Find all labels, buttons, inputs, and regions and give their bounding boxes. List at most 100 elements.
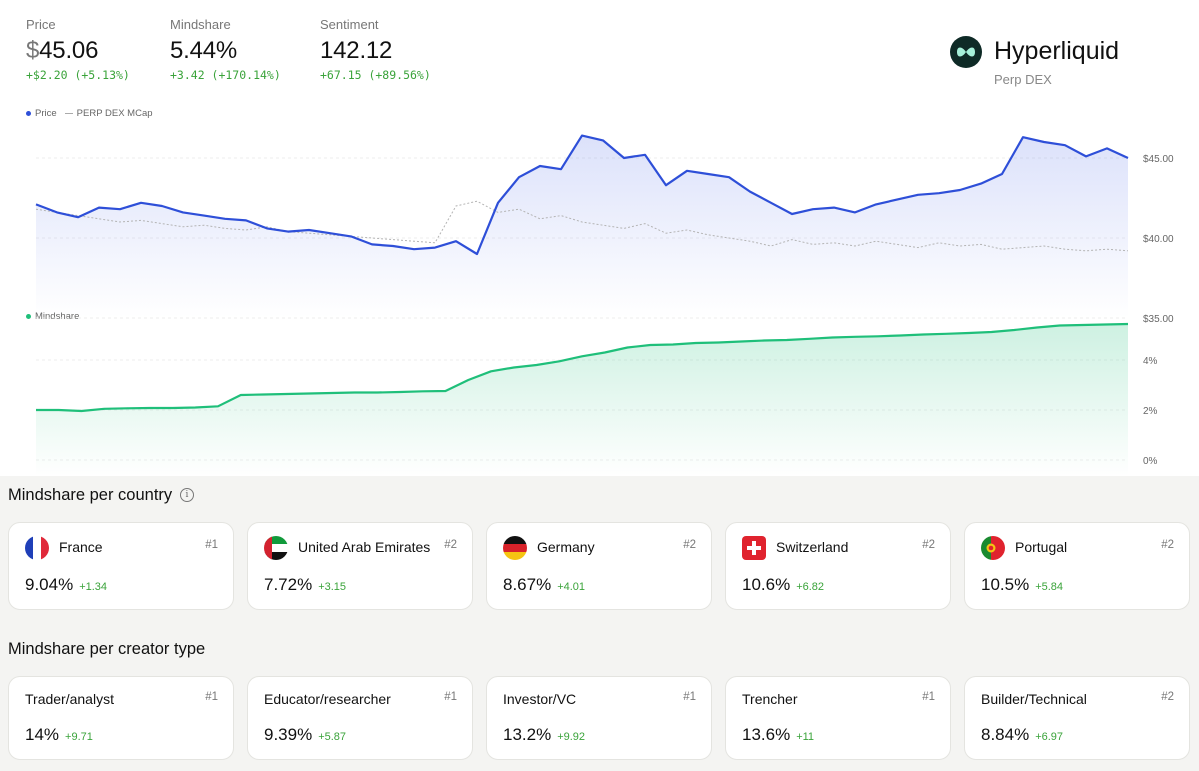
country-card[interactable]: Switzerland #2 10.6% +6.82	[725, 522, 951, 610]
uae-flag-icon	[264, 536, 288, 560]
france-flag-icon	[25, 536, 49, 560]
sentiment-stat: Sentiment 142.12 +67.15 (+89.56%)	[320, 17, 431, 82]
creator-rank: #2	[1161, 691, 1174, 703]
country-section-title: Mindshare per country	[8, 486, 173, 504]
creator-card[interactable]: Trencher #1 13.6% +11	[725, 676, 951, 760]
mindshare-series-line	[36, 322, 1129, 413]
country-rank: #2	[444, 539, 457, 551]
creator-card[interactable]: Investor/VC #1 13.2% +9.92	[486, 676, 712, 760]
charts-canvas: $45.00 $40.00 $35.00 4% 2% 0%	[35, 134, 1174, 476]
country-rank: #2	[922, 539, 935, 551]
country-mindshare: 9.04% +1.34	[25, 575, 107, 595]
mcap-legend-label: PERP DEX MCap	[76, 108, 153, 119]
mindshare-change: +3.42 (+170.14%)	[170, 68, 281, 82]
price-area-fill	[36, 135, 1128, 318]
creator-mindshare: 13.2% +9.92	[503, 725, 585, 745]
mindshare-axis-tick: 4%	[1143, 356, 1158, 367]
country-name: United Arab Emirates	[298, 539, 431, 555]
country-value: 10.6%	[742, 575, 791, 594]
country-delta: +6.82	[796, 581, 825, 593]
mindshare-stat: Mindshare 5.44% +3.42 (+170.14%)	[170, 17, 281, 82]
creator-section-title: Mindshare per creator type	[8, 640, 206, 658]
creator-type: Trencher	[742, 691, 798, 707]
country-card[interactable]: Portugal #2 10.5% +5.84	[964, 522, 1190, 610]
sentiment-change: +67.15 (+89.56%)	[320, 68, 431, 82]
mcap-legend-dash	[64, 113, 73, 114]
creator-delta: +5.87	[318, 731, 347, 743]
creator-delta: +6.97	[1035, 731, 1064, 743]
creator-type: Investor/VC	[503, 691, 577, 707]
country-mindshare: 7.72% +3.15	[264, 575, 346, 595]
country-rank: #1	[205, 539, 218, 551]
creator-value: 9.39%	[264, 725, 313, 744]
hyperliquid-logo-icon	[950, 36, 982, 68]
creator-type: Educator/researcher	[264, 691, 391, 707]
creator-rank: #1	[922, 691, 935, 703]
mcap-series-line	[35, 200, 1129, 252]
price-chart-legend: Price PERP DEX MCap	[26, 108, 153, 119]
mindshare-axis-tick: 2%	[1143, 406, 1158, 417]
country-delta: +4.01	[557, 581, 586, 593]
price-stat: Price $45.06 +$2.20 (+5.13%)	[26, 17, 130, 82]
y-axis-ticks: $45.00 $40.00 $35.00 4% 2% 0%	[1143, 154, 1174, 467]
creator-value: 13.2%	[503, 725, 552, 744]
country-rank: #2	[683, 539, 696, 551]
country-value: 9.04%	[25, 575, 74, 594]
price-legend-dot	[26, 111, 31, 116]
country-card[interactable]: United Arab Emirates #2 7.72% +3.15	[247, 522, 473, 610]
creator-mindshare: 9.39% +5.87	[264, 725, 346, 745]
overview-panel: Price $45.06 +$2.20 (+5.13%) Mindshare 5…	[26, 17, 1175, 476]
germany-flag-icon	[503, 536, 527, 560]
price-number: 45.06	[39, 37, 99, 64]
mindshare-value: 5.44%	[170, 37, 238, 64]
switzerland-flag-icon	[742, 536, 766, 560]
creator-delta: +9.92	[557, 731, 586, 743]
country-delta: +5.84	[1035, 581, 1064, 593]
currency-symbol: $	[26, 37, 40, 64]
creator-type: Trader/analyst	[25, 691, 114, 707]
price-axis-tick: $45.00	[1143, 154, 1174, 165]
country-delta: +3.15	[318, 581, 347, 593]
country-value: 7.72%	[264, 575, 313, 594]
creator-mindshare: 14% +9.71	[25, 725, 93, 745]
price-value: $45.06	[26, 37, 130, 65]
creator-value: 8.84%	[981, 725, 1030, 744]
creator-rank: #1	[444, 691, 457, 703]
project-name: Hyperliquid	[994, 37, 1120, 65]
country-mindshare: 10.5% +5.84	[981, 575, 1063, 595]
creator-value: 13.6%	[742, 725, 791, 744]
country-card[interactable]: Germany #2 8.67% +4.01	[486, 522, 712, 610]
country-card[interactable]: France #1 9.04% +1.34	[8, 522, 234, 610]
creator-card[interactable]: Educator/researcher #1 9.39% +5.87	[247, 676, 473, 760]
creator-rank: #1	[683, 691, 696, 703]
country-name: Germany	[537, 539, 595, 555]
creator-delta: +11	[796, 731, 815, 743]
creator-card[interactable]: Trader/analyst #1 14% +9.71	[8, 676, 234, 760]
country-rank: #2	[1161, 539, 1174, 551]
mindshare-area-fill	[36, 324, 1128, 476]
creator-rank: #1	[205, 691, 218, 703]
mindshare-axis-tick: 0%	[1143, 456, 1158, 467]
country-name: Switzerland	[776, 539, 849, 555]
creator-value: 14%	[25, 725, 60, 744]
price-axis-tick: $40.00	[1143, 234, 1174, 245]
breakdown-panel: Mindshare per country i France #1 9.04% +…	[0, 476, 1199, 771]
price-label: Price	[26, 17, 56, 32]
info-icon[interactable]: i	[180, 488, 194, 502]
price-change: +$2.20 (+5.13%)	[26, 68, 130, 82]
country-value: 8.67%	[503, 575, 552, 594]
country-name: France	[59, 539, 103, 555]
country-name: Portugal	[1015, 539, 1068, 555]
country-mindshare: 8.67% +4.01	[503, 575, 585, 595]
country-mindshare: 10.6% +6.82	[742, 575, 824, 595]
country-delta: +1.34	[79, 581, 108, 593]
mindshare-legend-dot	[26, 314, 31, 319]
price-axis-tick: $35.00	[1143, 314, 1174, 325]
mindshare-label: Mindshare	[170, 17, 231, 32]
price-series-line	[35, 134, 1129, 256]
creator-mindshare: 13.6% +11	[742, 725, 814, 745]
creator-card[interactable]: Builder/Technical #2 8.84% +6.97	[964, 676, 1190, 760]
project-category: Perp DEX	[994, 72, 1052, 87]
price-legend-label: Price	[35, 108, 57, 119]
creator-type: Builder/Technical	[981, 691, 1087, 707]
